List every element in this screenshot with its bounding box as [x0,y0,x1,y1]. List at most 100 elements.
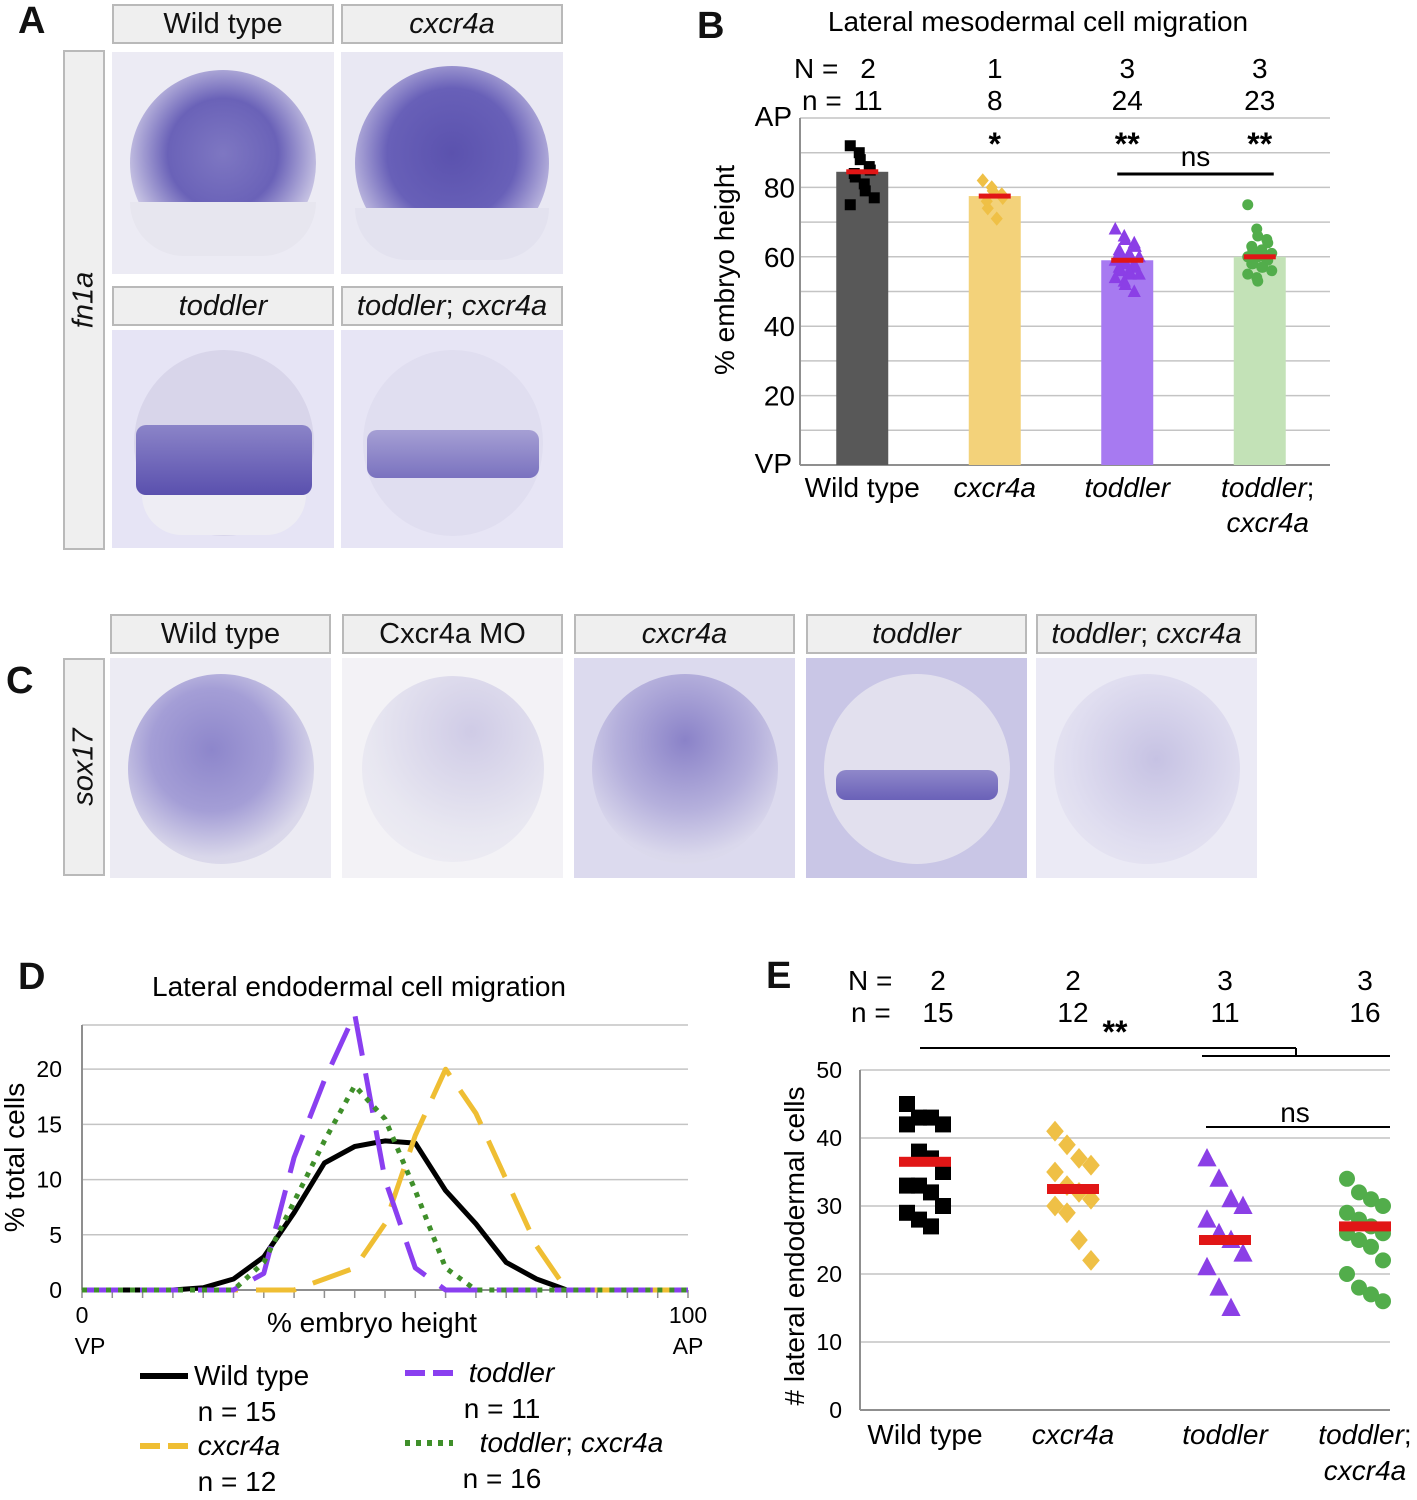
mean-marker [978,193,1011,199]
data-point [849,171,861,183]
header-c-toddler-cxcr4a: toddler; cxcr4a [1036,614,1257,654]
bar [1101,260,1154,465]
data-point [1113,263,1127,277]
ns-label: ns [1181,141,1211,172]
n-big-value: 3 [1357,965,1373,996]
x-tick-label: toddler; [1221,472,1314,503]
series-line [82,1083,688,1293]
header-wild-type: Wild type [112,4,334,44]
mean-marker [1047,1184,1099,1194]
data-point [1375,1198,1391,1214]
x-tick-label: Wild type [867,1419,982,1450]
n-small-value: 23 [1244,85,1275,116]
data-point [1339,1266,1355,1282]
series-line [82,1138,688,1293]
data-point [1127,284,1141,297]
data-point [923,1218,939,1235]
data-point [976,173,989,188]
x-end-label-ap: AP [673,1333,704,1359]
probe-text: fn1a [67,271,100,329]
n-small-value: 11 [853,85,882,116]
embryo-image-c-wild-type [110,658,331,878]
y-axis-label: # lateral endodermal cells [779,1086,810,1405]
n-small-value: 12 [1057,997,1088,1028]
y-tick-label: 10 [816,1329,842,1355]
x-end-label-vp: VP [75,1333,106,1359]
probe-label-sox17: sox17 [63,658,105,876]
x-tick-label: toddler; [1318,1419,1411,1450]
data-point [1252,230,1264,242]
y-tick-label: 50 [816,1057,842,1083]
n-big-label: N = [794,53,838,84]
data-point [1070,1229,1088,1251]
data-point [1046,1195,1064,1217]
data-point [844,140,856,152]
data-point [854,154,866,166]
embryo-image-a-toddler [112,330,334,548]
data-point [1209,1277,1229,1296]
data-point [1375,1293,1391,1310]
significance-marker: * [989,126,1002,162]
header-c-cxcr4a: cxcr4a [574,614,795,654]
data-point [1046,1120,1064,1142]
y-tick-label: 0 [829,1397,842,1423]
mean-marker [846,169,879,175]
y-tick-label: 20 [764,381,795,412]
data-point [1082,1250,1100,1271]
panel-label-d: D [18,956,46,998]
n-big-label: N = [848,965,892,996]
data-point [899,1116,915,1133]
x-end-value-left: 0 [76,1302,89,1328]
embryo-image-c-cxcr4a [574,658,795,878]
data-point [1132,267,1146,280]
n-big-value: 1 [987,53,1003,84]
y-tick-label: 10 [36,1167,62,1193]
n-small-label: n = [802,85,842,116]
n-small-value: 24 [1112,85,1143,116]
data-point [1197,1209,1217,1228]
chart-d: Lateral endodermal cell migration 0 5 10 15 2… [0,971,707,1497]
embryo-image-c-cxcr4a-mo [342,658,563,878]
bar [968,196,1021,465]
data-point [1266,265,1278,277]
data-point [1070,1148,1088,1169]
x-tick-label-line2: cxcr4a [1227,507,1309,538]
y-end-label-vp: VP [755,448,792,479]
y-tick-label: 0 [49,1277,62,1303]
x-tick-label: cxcr4a [954,472,1036,503]
data-point [1123,267,1137,280]
data-point [1375,1252,1391,1269]
data-point [1046,1161,1064,1183]
data-point [1197,1148,1217,1167]
data-point [1082,1188,1100,1210]
significance-marker: ** [1115,126,1140,162]
data-point [1233,1243,1253,1262]
n-big-value: 3 [1217,965,1233,996]
n-small-label: n = [851,997,891,1028]
mean-marker [1111,257,1144,263]
y-tick-label: 80 [764,172,795,203]
probe-label-fn1a: fn1a [63,50,105,550]
n-big-value: 3 [1252,53,1268,84]
n-big-value: 2 [1065,965,1081,996]
legend-label: toddler [469,1357,556,1388]
n-big-value: 2 [930,965,946,996]
header-c-toddler: toddler [806,614,1027,654]
header-toddler: toddler [112,286,334,326]
n-small-value: 8 [987,85,1003,116]
probe-text: sox17 [67,728,100,806]
data-point [899,1096,915,1112]
x-tick-label: cxcr4a [1032,1419,1114,1450]
data-point [1363,1191,1379,1208]
data-point [1242,199,1254,211]
chart-b: Lateral mesodermal cell migration 20 40 60 8… [709,6,1330,538]
data-point [1247,258,1259,270]
data-point [1339,1170,1355,1187]
legend-n: n = 15 [198,1396,277,1427]
y-tick-label: 30 [816,1193,842,1219]
bar [836,171,889,465]
bar [1233,256,1286,465]
data-point [1233,1195,1253,1214]
data-point [1108,221,1122,235]
mean-marker [1339,1221,1391,1232]
